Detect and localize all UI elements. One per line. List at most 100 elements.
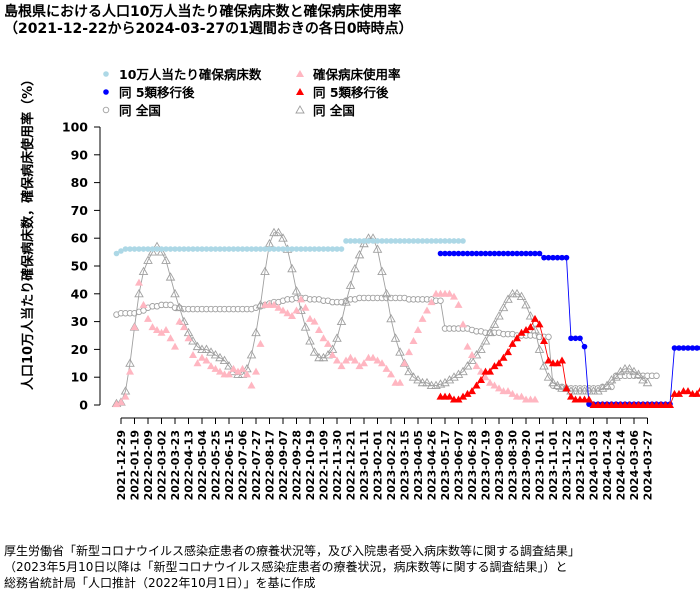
data-point bbox=[333, 356, 341, 364]
data-point bbox=[359, 238, 369, 248]
data-point bbox=[567, 392, 575, 400]
data-point bbox=[112, 400, 121, 408]
data-point bbox=[166, 334, 175, 342]
data-point bbox=[427, 298, 436, 306]
y-tick-label: 60 bbox=[71, 231, 89, 246]
data-point bbox=[163, 246, 169, 252]
data-point bbox=[413, 375, 423, 384]
data-point bbox=[553, 359, 562, 367]
data-point bbox=[463, 342, 472, 350]
data-point bbox=[199, 246, 205, 252]
data-point bbox=[451, 250, 457, 257]
x-tick-label: 2022-05-04 bbox=[196, 430, 209, 501]
data-point bbox=[370, 238, 376, 244]
data-point bbox=[131, 246, 138, 252]
x-tick-label: 2023-06-07 bbox=[453, 430, 466, 500]
data-point bbox=[527, 250, 534, 257]
x-tick-label: 2024-03-06 bbox=[628, 430, 641, 501]
x-tick-label: 2023-01-11 bbox=[358, 430, 371, 500]
series-line bbox=[116, 232, 648, 405]
data-point bbox=[302, 246, 309, 252]
data-point bbox=[404, 366, 414, 376]
data-point bbox=[229, 364, 238, 372]
data-point bbox=[283, 309, 292, 317]
y-tick-label: 40 bbox=[71, 286, 89, 301]
data-point bbox=[496, 250, 502, 257]
data-point bbox=[310, 317, 319, 325]
data-point bbox=[440, 377, 450, 387]
data-point bbox=[451, 238, 457, 244]
data-point bbox=[193, 359, 202, 367]
data-point bbox=[130, 323, 139, 331]
data-point bbox=[341, 297, 351, 306]
data-point bbox=[350, 263, 360, 273]
data-point bbox=[490, 381, 499, 389]
data-point bbox=[467, 355, 477, 364]
data-point bbox=[139, 300, 148, 308]
plot-area bbox=[111, 227, 700, 408]
data-point bbox=[433, 238, 439, 244]
data-point bbox=[315, 325, 323, 333]
data-point bbox=[345, 280, 356, 289]
data-point bbox=[633, 369, 644, 378]
x-tick-label: 2023-07-19 bbox=[480, 430, 493, 500]
data-point bbox=[323, 350, 333, 359]
data-point bbox=[309, 347, 320, 356]
data-point bbox=[454, 395, 463, 403]
data-point bbox=[423, 306, 431, 314]
data-point bbox=[291, 286, 302, 295]
data-point bbox=[602, 380, 612, 389]
data-point bbox=[221, 246, 228, 252]
series-usage_post bbox=[436, 314, 700, 408]
x-tick-label: 2022-08-17 bbox=[264, 430, 277, 500]
data-point bbox=[210, 350, 221, 359]
data-point bbox=[167, 301, 174, 309]
data-point bbox=[211, 364, 220, 372]
data-point bbox=[244, 246, 250, 252]
data-point bbox=[505, 250, 511, 257]
data-point bbox=[490, 362, 499, 370]
data-point bbox=[278, 233, 288, 242]
data-point bbox=[206, 347, 216, 356]
x-tick-label: 2024-02-14 bbox=[615, 430, 628, 501]
x-tick-label: 2022-11-09 bbox=[318, 430, 331, 500]
data-point bbox=[676, 345, 682, 351]
data-point bbox=[230, 246, 237, 252]
data-point bbox=[503, 294, 513, 303]
data-point bbox=[480, 336, 491, 345]
data-point bbox=[522, 325, 530, 333]
data-point bbox=[243, 370, 251, 378]
data-point bbox=[508, 339, 517, 347]
data-point bbox=[311, 246, 318, 252]
data-point bbox=[165, 272, 176, 281]
data-point bbox=[680, 345, 687, 351]
data-point bbox=[535, 320, 544, 328]
data-point bbox=[337, 362, 346, 370]
data-point bbox=[260, 266, 270, 276]
data-point bbox=[473, 250, 480, 257]
data-point bbox=[504, 387, 512, 395]
data-point bbox=[219, 355, 230, 364]
data-point bbox=[381, 288, 392, 298]
data-point bbox=[689, 345, 696, 351]
data-point bbox=[606, 375, 617, 384]
source-line-1: 厚生労働省「新型コロナウイルス感染症患者の療養状況等，及び入院患者受入病床数等に… bbox=[4, 544, 581, 558]
data-point bbox=[418, 314, 427, 322]
data-point bbox=[611, 372, 621, 381]
data-point bbox=[377, 266, 387, 276]
data-point bbox=[181, 246, 187, 252]
data-point bbox=[536, 250, 543, 257]
data-point bbox=[392, 238, 399, 244]
data-point bbox=[316, 246, 322, 252]
data-point bbox=[415, 238, 421, 244]
data-point bbox=[135, 278, 143, 286]
data-point bbox=[246, 350, 257, 359]
data-point bbox=[388, 238, 394, 244]
data-point bbox=[624, 363, 635, 373]
data-point bbox=[320, 246, 327, 252]
data-point bbox=[113, 250, 120, 257]
data-point bbox=[476, 344, 486, 353]
data-point bbox=[459, 392, 467, 400]
data-point bbox=[477, 375, 485, 383]
y-axis-label: 人口10万人当たり確保病床数，確保病床使用率（%） bbox=[20, 73, 36, 390]
